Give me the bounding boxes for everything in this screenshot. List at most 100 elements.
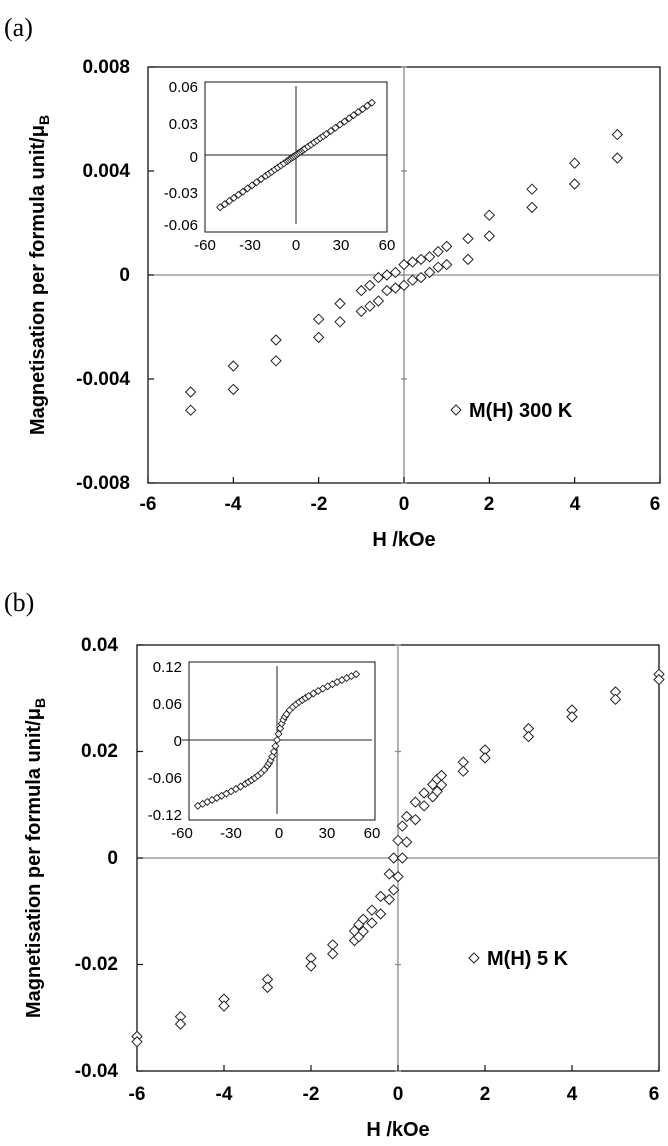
inset-y-tick-label-b-0: 0.12 xyxy=(153,659,182,676)
y-tick-label-b-4: 0.04 xyxy=(81,635,118,656)
data-point xyxy=(355,305,368,318)
panel-label-a: (a) xyxy=(4,13,33,42)
data-point xyxy=(364,279,376,292)
y-tick-label-a-2: 0 xyxy=(119,265,130,286)
inset-data-point xyxy=(354,108,363,117)
data-point xyxy=(432,245,444,258)
data-point xyxy=(312,313,325,325)
inset-data-point xyxy=(257,174,266,184)
inset-data-point xyxy=(352,670,361,679)
legend-label-b: M(H) 5 K xyxy=(487,948,569,970)
data-point xyxy=(392,834,404,847)
data-point xyxy=(131,1036,143,1048)
inset-data-point xyxy=(358,104,367,114)
data-point xyxy=(184,404,197,416)
data-point xyxy=(522,730,535,743)
inset-data-point xyxy=(272,735,282,745)
data-point xyxy=(398,279,410,292)
inset-x-tick-label-a-4: 60 xyxy=(379,237,396,254)
data-point xyxy=(366,904,378,916)
data-point xyxy=(462,253,474,266)
inset-data-point xyxy=(268,752,277,761)
data-point xyxy=(383,893,396,906)
inset-data-point xyxy=(238,187,247,196)
inset-y-tick-label-a-1: 0.03 xyxy=(169,116,198,133)
data-point xyxy=(383,868,396,880)
legend-a: M(H) 300 K xyxy=(450,400,573,422)
panel-label-b: (b) xyxy=(4,588,34,617)
y-axis-title-a: Magnetisation per formula unit/μB xyxy=(27,115,52,435)
data-point xyxy=(406,274,419,286)
data-point xyxy=(479,752,491,764)
data-point xyxy=(227,360,240,372)
y-axis-title-text-a: Magnetisation per formula unit/ xyxy=(27,137,49,435)
y-axis-title-text-b: Magnetisation per formula unit/ xyxy=(23,720,45,1018)
inset-y-tick-label-a-0: 0.06 xyxy=(169,79,198,96)
data-point xyxy=(423,266,436,279)
data-point xyxy=(431,785,443,798)
x-axis-title-a: H /kOe xyxy=(372,529,435,551)
x-tick-label-b-5: 4 xyxy=(567,1084,578,1105)
data-point xyxy=(392,870,404,883)
data-point xyxy=(432,261,444,273)
x-tick-label-a-3: 0 xyxy=(399,494,410,515)
data-point xyxy=(381,284,393,297)
data-point xyxy=(526,183,538,195)
data-point xyxy=(462,232,474,245)
inset-x-tick-label-b-4: 60 xyxy=(364,825,381,842)
data-point xyxy=(327,948,339,960)
legend-b: M(H) 5 K xyxy=(468,948,569,970)
data-point xyxy=(387,852,400,864)
data-point xyxy=(440,258,453,271)
y-tick-label-a-3: 0.004 xyxy=(82,161,130,182)
data-point xyxy=(400,810,413,823)
inset-x-tick-label-b-1: -30 xyxy=(220,825,242,842)
data-point xyxy=(355,284,368,297)
inset-data-point xyxy=(326,126,335,136)
x-tick-label-b-0: -6 xyxy=(129,1084,146,1105)
inset-y-tick-label-a-4: -0.06 xyxy=(164,217,198,234)
legend-label-a: M(H) 300 K xyxy=(469,400,573,422)
inset-data-point xyxy=(220,200,229,209)
x-tick-label-a-4: 2 xyxy=(484,494,495,515)
x-tick-label-a-1: -4 xyxy=(225,494,242,515)
inset-x-tick-label-a-0: -60 xyxy=(194,237,216,254)
data-point xyxy=(334,316,346,328)
data-point xyxy=(396,852,409,864)
inset-data-point xyxy=(243,184,252,193)
y-axis-title-mu-a: μ xyxy=(27,125,49,137)
inset-y-tick-label-b-3: -0.06 xyxy=(148,770,182,787)
inset-data-point xyxy=(229,193,238,202)
inset-data-point xyxy=(216,203,225,212)
data-point xyxy=(415,253,427,266)
data-point xyxy=(387,884,400,896)
data-point xyxy=(218,1000,230,1012)
y-tick-label-b-2: 0 xyxy=(107,848,118,869)
y-axis-title-mu-b: μ xyxy=(23,708,45,720)
data-point xyxy=(372,271,385,284)
inset-x-tick-label-a-3: 30 xyxy=(333,237,350,254)
data-point xyxy=(423,251,436,263)
data-point xyxy=(374,890,387,903)
data-point xyxy=(357,925,369,938)
y-axis-title-sub-b: B xyxy=(32,698,48,708)
data-point xyxy=(568,157,581,169)
data-point xyxy=(566,711,578,723)
data-point xyxy=(270,355,282,367)
inset-data-point xyxy=(234,190,243,199)
x-tick-label-a-2: -2 xyxy=(311,494,328,515)
data-point xyxy=(435,779,448,791)
inset-x-tick-label-a-2: 0 xyxy=(292,237,300,254)
x-tick-label-b-4: 2 xyxy=(480,1084,491,1105)
inset-data-point xyxy=(252,178,261,187)
data-point xyxy=(418,800,430,812)
data-point xyxy=(409,796,422,808)
data-point xyxy=(184,386,197,398)
inset-data-point xyxy=(247,181,257,190)
inset-data-point xyxy=(335,120,345,129)
data-point xyxy=(568,178,581,190)
x-tick-label-b-1: -4 xyxy=(216,1084,233,1105)
y-tick-label-a-4: 0.008 xyxy=(82,57,130,78)
inset-x-tick-label-b-0: -60 xyxy=(171,825,193,842)
